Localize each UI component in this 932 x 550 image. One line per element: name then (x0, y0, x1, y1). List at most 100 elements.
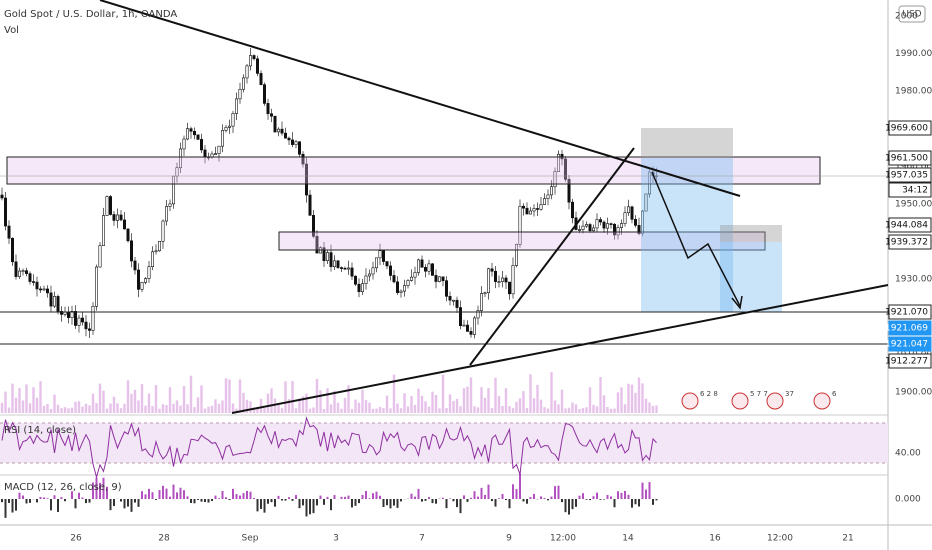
candle-body (630, 206, 634, 220)
macd-bar (225, 497, 227, 499)
macd-bar (393, 499, 395, 506)
candle-body (448, 296, 452, 301)
candle-body (186, 128, 190, 140)
macd-bar (379, 495, 381, 499)
candle-body (308, 194, 312, 216)
macd-bar (641, 482, 644, 499)
candle-body (182, 138, 186, 150)
candle-body (644, 193, 648, 212)
volume-bar (70, 407, 74, 413)
volume-bar (308, 408, 312, 413)
candle-body (14, 261, 18, 277)
macd-bar (85, 499, 87, 504)
candle-body (549, 186, 553, 196)
candle-body (626, 206, 630, 214)
candle-body (430, 263, 434, 276)
price-badge-label: 1921.069 (885, 324, 928, 334)
candle-body (249, 55, 253, 67)
volume-bar (438, 408, 441, 413)
volume-bar (648, 402, 651, 413)
macd-bar (113, 499, 115, 507)
volume-bar (651, 405, 655, 413)
volume-bar (14, 397, 18, 413)
macd-bar (305, 499, 308, 517)
volume-bar (277, 403, 280, 413)
candle-body (472, 317, 476, 335)
macd-bar (295, 495, 297, 499)
candle-body (28, 273, 32, 282)
macd-bar (463, 495, 465, 499)
volume-bar (273, 398, 277, 413)
volume-bar (294, 408, 298, 413)
candle-body (598, 219, 602, 223)
candle-body (532, 208, 536, 212)
volume-bar (126, 380, 130, 413)
volume-bar (424, 401, 427, 413)
candle-body (441, 276, 445, 281)
macd-bar (347, 495, 350, 499)
time-tick: 12:00 (767, 534, 793, 544)
volume-bar (546, 408, 550, 413)
macd-bar (312, 499, 315, 514)
trendline (231, 284, 889, 414)
volume-bar (95, 403, 98, 413)
currency-button[interactable] (898, 5, 926, 23)
candle-body (200, 139, 204, 151)
volume-bar (25, 384, 28, 413)
candle-body (133, 260, 137, 271)
volume-bar (298, 398, 301, 413)
volume-bar (623, 404, 627, 413)
macd-bar (214, 495, 217, 499)
macd-bar (354, 499, 357, 506)
candle-body (336, 260, 340, 268)
candle-body (329, 252, 333, 267)
macd-bar (249, 491, 252, 499)
macd-bar (330, 499, 332, 511)
macd-bar (253, 497, 255, 499)
volume-bar (7, 407, 11, 413)
candle-body (245, 65, 249, 79)
volume-bar (154, 385, 158, 413)
volume-bar (63, 407, 67, 413)
candle-body (45, 288, 49, 294)
zone-box (278, 231, 766, 251)
candle-body (203, 149, 207, 158)
macd-bar (106, 486, 108, 499)
volume-bar (431, 391, 434, 413)
macd-bar (281, 499, 283, 501)
price-badge-label: 1912.277 (885, 357, 928, 367)
candle-body (59, 311, 63, 315)
volume-bar (21, 400, 25, 413)
macd-bar (375, 491, 378, 499)
candle-body (535, 208, 539, 210)
candle-body (521, 205, 525, 209)
candle-body (322, 247, 326, 261)
candle-body (465, 324, 469, 332)
macd-bar (459, 499, 462, 514)
macd-bar (102, 477, 105, 499)
rsi-label: RSI (14, close) (4, 425, 76, 436)
candle-body (137, 269, 141, 290)
volume-bar (221, 400, 224, 413)
macd-bar (18, 492, 21, 499)
candle-body (74, 311, 78, 326)
price-badge-label: 1939.372 (885, 238, 928, 248)
event-icon (731, 392, 749, 410)
price-badge-label: 1957.035 (885, 171, 928, 181)
macd-bar (424, 499, 427, 501)
macd-bar (323, 499, 325, 505)
volume-bar (532, 398, 536, 413)
candle-body (56, 296, 60, 312)
volume-bar (599, 377, 602, 413)
macd-bar (456, 499, 458, 508)
macd-bar (64, 499, 66, 502)
macd-bar (144, 494, 147, 499)
position-stop (641, 128, 733, 158)
candle-body (196, 134, 200, 140)
volume-bar (116, 403, 119, 413)
macd-bar (592, 496, 595, 499)
macd-bar (477, 496, 479, 499)
volume-bar (256, 406, 259, 413)
currency[interactable]: USD (902, 10, 921, 20)
volume-bar (501, 405, 504, 413)
